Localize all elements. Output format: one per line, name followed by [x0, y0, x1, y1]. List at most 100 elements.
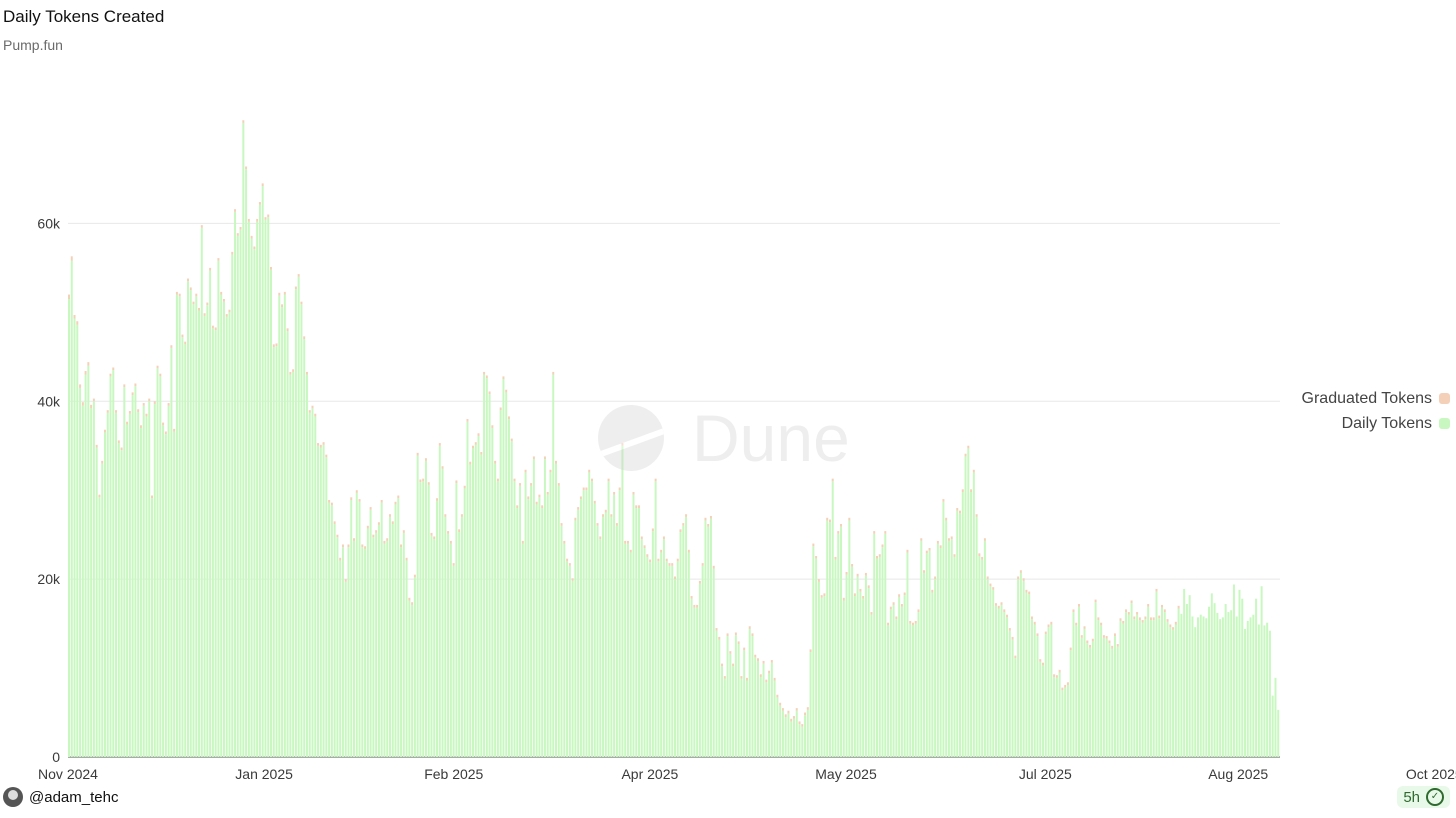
bar-graduated-tokens: [859, 588, 862, 592]
bar-graduated-tokens: [173, 428, 176, 432]
x-tick-label: Apr 2025: [621, 766, 678, 782]
bar-graduated-tokens: [743, 647, 746, 651]
bar-daily-tokens: [413, 577, 416, 757]
bar-daily-tokens: [507, 419, 510, 757]
bar-graduated-tokens: [685, 514, 688, 517]
bar-graduated-tokens: [635, 505, 638, 508]
bar-graduated-tokens: [1053, 674, 1056, 677]
bar-graduated-tokens: [1105, 636, 1108, 639]
bars: [68, 120, 1280, 758]
bar-graduated-tokens: [538, 494, 541, 498]
x-tick-label: Jan 2025: [235, 766, 293, 782]
bar-graduated-tokens: [458, 529, 461, 532]
bar-graduated-tokens: [245, 166, 248, 170]
bar-daily-tokens: [967, 448, 970, 757]
bar-daily-tokens: [1047, 627, 1050, 757]
bar-graduated-tokens: [555, 460, 557, 464]
bar-graduated-tokens: [729, 651, 732, 654]
bar-graduated-tokens: [549, 469, 552, 473]
bar-daily-tokens: [1127, 614, 1130, 757]
bar-daily-tokens: [1252, 614, 1255, 757]
bar-daily-tokens: [787, 713, 790, 757]
bar-daily-tokens: [333, 523, 336, 757]
x-tick-label: Aug 2025: [1208, 766, 1268, 782]
bar-graduated-tokens: [303, 336, 306, 340]
bar-daily-tokens: [308, 412, 311, 757]
bar-daily-tokens: [73, 318, 76, 757]
bar-graduated-tokens: [424, 458, 427, 461]
bar-daily-tokens: [936, 543, 939, 757]
chart-subtitle: Pump.fun: [3, 37, 63, 53]
bar-daily-tokens: [234, 211, 237, 758]
bar-daily-tokens: [1089, 647, 1092, 757]
bar-graduated-tokens: [776, 694, 779, 698]
bar-graduated-tokens: [646, 554, 649, 557]
bar-graduated-tokens: [225, 314, 228, 317]
bar-daily-tokens: [588, 472, 591, 757]
bar-daily-tokens: [258, 204, 261, 758]
bar-daily-tokens: [474, 444, 477, 757]
bar-daily-tokens: [1003, 612, 1006, 757]
bar-daily-tokens: [917, 612, 920, 757]
bar-daily-tokens: [729, 653, 732, 757]
bar-graduated-tokens: [715, 628, 718, 631]
bar-graduated-tokens: [707, 523, 710, 527]
bar-graduated-tokens: [812, 543, 815, 547]
refresh-badge[interactable]: 5h ✓: [1397, 786, 1450, 808]
legend-item-daily[interactable]: Daily Tokens: [1302, 411, 1450, 436]
bar-daily-tokens: [876, 558, 878, 757]
bar-graduated-tokens: [546, 491, 549, 495]
bar-graduated-tokens: [1008, 628, 1011, 631]
bar-daily-tokens: [1102, 637, 1105, 757]
bar-daily-tokens: [779, 705, 782, 757]
bar-graduated-tokens: [898, 594, 901, 597]
bar-graduated-tokens: [552, 371, 555, 375]
bar-daily-tokens: [375, 532, 378, 757]
bar-daily-tokens: [1188, 595, 1191, 757]
bar-daily-tokens: [1147, 606, 1150, 757]
bar-daily-tokens: [270, 269, 272, 757]
bar-graduated-tokens: [142, 403, 145, 406]
bar-daily-tokens: [698, 583, 701, 757]
bar-daily-tokens: [347, 547, 350, 757]
bar-daily-tokens: [106, 412, 109, 757]
bar-graduated-tokens: [397, 495, 400, 499]
bar-graduated-tokens: [214, 327, 217, 331]
bar-graduated-tokens: [483, 371, 486, 375]
bar-daily-tokens: [989, 586, 992, 757]
bar-daily-tokens: [292, 371, 295, 757]
bar-daily-tokens: [170, 347, 173, 757]
bar-daily-tokens: [549, 472, 552, 757]
bar-graduated-tokens: [809, 649, 812, 653]
bar-graduated-tokens: [674, 576, 676, 580]
bar-graduated-tokens: [1152, 617, 1155, 621]
bar-graduated-tokens: [1075, 622, 1078, 626]
bar-graduated-tokens: [151, 495, 153, 499]
bar-daily-tokens: [546, 494, 549, 757]
bar-daily-tokens: [1199, 614, 1202, 757]
bar-daily-tokens: [162, 425, 165, 757]
bar-graduated-tokens: [70, 256, 73, 261]
bar-graduated-tokens: [402, 530, 405, 533]
bar-graduated-tokens: [834, 556, 837, 560]
bar-graduated-tokens: [366, 525, 369, 529]
bar-daily-tokens: [762, 663, 765, 757]
bar-daily-tokens: [801, 726, 804, 757]
bar-daily-tokens: [615, 525, 618, 757]
bar-daily-tokens: [1028, 594, 1031, 757]
bar-daily-tokens: [709, 518, 712, 757]
bar-daily-tokens: [668, 565, 671, 757]
bar-daily-tokens: [1205, 618, 1208, 757]
bar-graduated-tokens: [1097, 617, 1100, 621]
legend-item-graduated[interactable]: Graduated Tokens: [1302, 386, 1450, 411]
bar-graduated-tokens: [92, 398, 95, 402]
y-tick-label: 40k: [37, 393, 61, 409]
bar-graduated-tokens: [676, 558, 679, 562]
author[interactable]: @adam_tehc: [3, 787, 118, 807]
bar-graduated-tokens: [494, 460, 497, 464]
bar-graduated-tokens: [779, 702, 782, 706]
bar-daily-tokens: [740, 678, 743, 757]
bar-graduated-tokens: [571, 578, 574, 581]
bar-graduated-tokens: [175, 291, 178, 295]
bar-daily-tokens: [1069, 650, 1072, 757]
